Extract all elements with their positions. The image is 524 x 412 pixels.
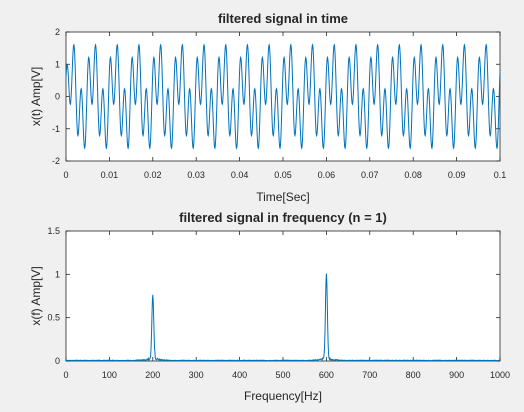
y-tick-label: 0.5 bbox=[47, 313, 60, 323]
x-tick-label: 800 bbox=[406, 370, 421, 380]
frequency-spectrum-line bbox=[65, 273, 501, 362]
x-tick-label: 500 bbox=[275, 370, 290, 380]
x-tick-label: 0.04 bbox=[231, 170, 249, 180]
x-tick-label: 0 bbox=[63, 170, 68, 180]
x-tick-label: 0.05 bbox=[274, 170, 292, 180]
frequency-plot-title: filtered signal in frequency (n = 1) bbox=[179, 210, 387, 225]
y-tick-label: 0 bbox=[55, 92, 60, 102]
x-tick-label: 300 bbox=[189, 370, 204, 380]
x-tick-label: 900 bbox=[449, 370, 464, 380]
x-tick-label: 0.06 bbox=[318, 170, 336, 180]
y-tick-label: 1 bbox=[55, 269, 60, 279]
x-tick-label: 400 bbox=[232, 370, 247, 380]
x-tick-label: 0.02 bbox=[144, 170, 162, 180]
x-tick-label: 0.03 bbox=[187, 170, 205, 180]
x-tick-label: 0.07 bbox=[361, 170, 379, 180]
time-plot-xlabel: Time[Sec] bbox=[256, 190, 310, 204]
frequency-plot-ylabel: x(f) Amp[V] bbox=[29, 266, 43, 325]
time-plot-axes bbox=[65, 31, 501, 162]
y-tick-label: -2 bbox=[52, 156, 60, 166]
x-tick-label: 100 bbox=[102, 370, 117, 380]
y-tick-label: 0 bbox=[55, 356, 60, 366]
frequency-plot-axes bbox=[65, 230, 501, 362]
y-tick-label: 1.5 bbox=[47, 226, 60, 236]
x-tick-label: 0.09 bbox=[448, 170, 466, 180]
time-signal-line bbox=[65, 43, 501, 150]
y-tick-label: 2 bbox=[55, 27, 60, 37]
x-tick-label: 200 bbox=[145, 370, 160, 380]
time-plot-title: filtered signal in time bbox=[218, 11, 348, 26]
y-tick-label: -1 bbox=[52, 124, 60, 134]
x-tick-label: 0.1 bbox=[494, 170, 507, 180]
y-tick-label: 1 bbox=[55, 59, 60, 69]
time-plot: filtered signal in time 0 0.01 0.02 0.03 0.0… bbox=[29, 11, 506, 204]
x-tick-label: 0.08 bbox=[404, 170, 422, 180]
time-plot-ylabel: x(t) Amp[V] bbox=[29, 67, 43, 126]
x-tick-label: 700 bbox=[362, 370, 377, 380]
x-tick-label: 600 bbox=[319, 370, 334, 380]
x-tick-label: 0.01 bbox=[101, 170, 119, 180]
x-tick-label: 0 bbox=[63, 370, 68, 380]
frequency-plot: filtered signal in frequency (n = 1) 0 10… bbox=[29, 210, 510, 403]
x-tick-label: 1000 bbox=[490, 370, 510, 380]
frequency-plot-xlabel: Frequency[Hz] bbox=[244, 389, 322, 403]
